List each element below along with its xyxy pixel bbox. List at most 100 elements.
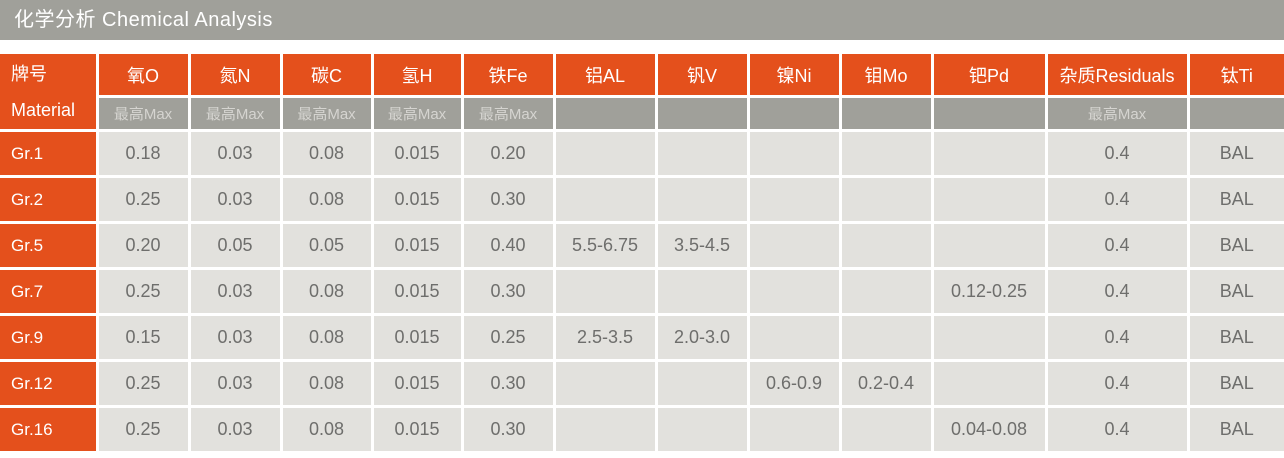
value-cell: 0.08 bbox=[279, 405, 374, 451]
value-cell: 0.25 bbox=[95, 267, 191, 316]
value-cell bbox=[838, 129, 934, 178]
material-cell: Gr.5 bbox=[0, 221, 99, 270]
value-cell bbox=[654, 175, 750, 224]
material-cell: Gr.1 bbox=[0, 129, 99, 178]
value-cell: 0.12-0.25 bbox=[930, 267, 1048, 316]
value-cell bbox=[654, 359, 750, 408]
value-cell bbox=[654, 405, 750, 451]
value-cell: 0.4 bbox=[1044, 221, 1190, 270]
column-subheader-8 bbox=[838, 95, 934, 132]
column-header-4: 铁Fe bbox=[460, 54, 556, 98]
value-cell bbox=[654, 129, 750, 178]
value-cell: 0.20 bbox=[95, 221, 191, 270]
value-cell: 0.05 bbox=[279, 221, 374, 270]
column-subheader-6 bbox=[654, 95, 750, 132]
column-subheader-7 bbox=[746, 95, 842, 132]
value-cell: 0.015 bbox=[370, 405, 464, 451]
value-cell bbox=[746, 129, 842, 178]
value-cell bbox=[746, 267, 842, 316]
value-cell: BAL bbox=[1186, 313, 1284, 362]
column-subheader-9 bbox=[930, 95, 1048, 132]
column-subheader-5 bbox=[552, 95, 658, 132]
material-header-cn: 牌号 bbox=[11, 64, 47, 84]
value-cell bbox=[746, 221, 842, 270]
value-cell: BAL bbox=[1186, 221, 1284, 270]
column-subheader-3: 最高Max bbox=[370, 95, 464, 132]
material-cell: Gr.2 bbox=[0, 175, 99, 224]
column-subheader-0: 最高Max bbox=[97, 95, 191, 132]
value-cell: 0.30 bbox=[460, 405, 556, 451]
value-cell bbox=[930, 175, 1048, 224]
value-cell: 0.08 bbox=[279, 313, 374, 362]
value-cell: 0.015 bbox=[370, 129, 464, 178]
value-cell: 0.4 bbox=[1044, 175, 1190, 224]
table-row-Gr.12: Gr.12 0.25 0.03 0.08 0.015 0.30 0.6-0.9 0.2-0.4… bbox=[0, 359, 1284, 408]
value-cell: 0.2-0.4 bbox=[838, 359, 934, 408]
value-cell: 0.25 bbox=[460, 313, 556, 362]
value-cell: 0.03 bbox=[187, 359, 283, 408]
column-subheader-4: 最高Max bbox=[460, 95, 556, 132]
column-header-9: 钯Pd bbox=[930, 54, 1048, 98]
value-cell: 0.25 bbox=[95, 175, 191, 224]
value-cell bbox=[552, 267, 658, 316]
material-cell: Gr.12 bbox=[0, 359, 99, 408]
column-header-7: 镍Ni bbox=[746, 54, 842, 98]
value-cell bbox=[552, 359, 658, 408]
value-cell: 0.4 bbox=[1044, 267, 1190, 316]
value-cell: 0.05 bbox=[187, 221, 283, 270]
value-cell bbox=[838, 175, 934, 224]
table-row-Gr.2: Gr.2 0.25 0.03 0.08 0.015 0.30 0.4 BAL bbox=[0, 175, 1284, 224]
value-cell: 0.15 bbox=[95, 313, 191, 362]
value-cell: 0.25 bbox=[95, 359, 191, 408]
section-title-bar: 化学分析 Chemical Analysis bbox=[0, 0, 1284, 40]
value-cell bbox=[930, 129, 1048, 178]
column-subheader-10: 最高Max bbox=[1044, 95, 1190, 132]
value-cell bbox=[552, 175, 658, 224]
column-header-0: 氧O bbox=[95, 54, 191, 98]
column-header-5: 铝AL bbox=[552, 54, 658, 98]
section-title: 化学分析 Chemical Analysis bbox=[14, 9, 273, 31]
value-cell: 0.20 bbox=[460, 129, 556, 178]
value-cell: BAL bbox=[1186, 267, 1284, 316]
value-cell bbox=[746, 405, 842, 451]
material-cell: Gr.7 bbox=[0, 267, 99, 316]
value-cell bbox=[552, 129, 658, 178]
value-cell: 0.03 bbox=[187, 313, 283, 362]
value-cell: 0.18 bbox=[95, 129, 191, 178]
value-cell: 0.08 bbox=[279, 129, 374, 178]
table-row-Gr.5: Gr.5 0.20 0.05 0.05 0.015 0.40 5.5-6.75 3.5-4.5… bbox=[0, 221, 1284, 270]
value-cell bbox=[746, 175, 842, 224]
value-cell: 0.04-0.08 bbox=[930, 405, 1048, 451]
value-cell bbox=[654, 267, 750, 316]
value-cell: 2.5-3.5 bbox=[552, 313, 658, 362]
value-cell: BAL bbox=[1186, 405, 1284, 451]
value-cell: 0.015 bbox=[370, 267, 464, 316]
value-cell: 5.5-6.75 bbox=[552, 221, 658, 270]
column-header-10: 杂质Residuals bbox=[1044, 54, 1190, 98]
table-row-Gr.1: Gr.1 0.18 0.03 0.08 0.015 0.20 0.4 BAL bbox=[0, 129, 1284, 178]
column-subheader-11 bbox=[1186, 95, 1284, 132]
value-cell: 0.30 bbox=[460, 175, 556, 224]
value-cell: 0.4 bbox=[1044, 405, 1190, 451]
value-cell bbox=[838, 405, 934, 451]
value-cell: 0.08 bbox=[279, 267, 374, 316]
value-cell: BAL bbox=[1186, 129, 1284, 178]
table-body: Gr.1 0.18 0.03 0.08 0.015 0.20 0.4 BAL Gr.2 0.25 0… bbox=[0, 129, 1284, 451]
value-cell bbox=[838, 267, 934, 316]
header-row: 牌号 Material 氧O 氮N 碳C 氢H 铁Fe 铝AL 钒V 镍Ni 钼Mo 钯Pd 杂质R… bbox=[0, 54, 1284, 132]
value-cell bbox=[930, 313, 1048, 362]
table-row-Gr.16: Gr.16 0.25 0.03 0.08 0.015 0.30 0.04-0.08 0.4 BA… bbox=[0, 405, 1284, 451]
column-header-8: 钼Mo bbox=[838, 54, 934, 98]
column-header-1: 氮N bbox=[187, 54, 283, 98]
column-header-6: 钒V bbox=[654, 54, 750, 98]
value-cell: 0.30 bbox=[460, 267, 556, 316]
material-column-header: 牌号 Material bbox=[0, 54, 99, 132]
value-cell: 0.30 bbox=[460, 359, 556, 408]
value-cell: 0.4 bbox=[1044, 129, 1190, 178]
value-cell bbox=[552, 405, 658, 451]
value-cell bbox=[930, 359, 1048, 408]
value-cell: 0.6-0.9 bbox=[746, 359, 842, 408]
value-cell: 0.4 bbox=[1044, 313, 1190, 362]
value-cell: 0.015 bbox=[370, 175, 464, 224]
